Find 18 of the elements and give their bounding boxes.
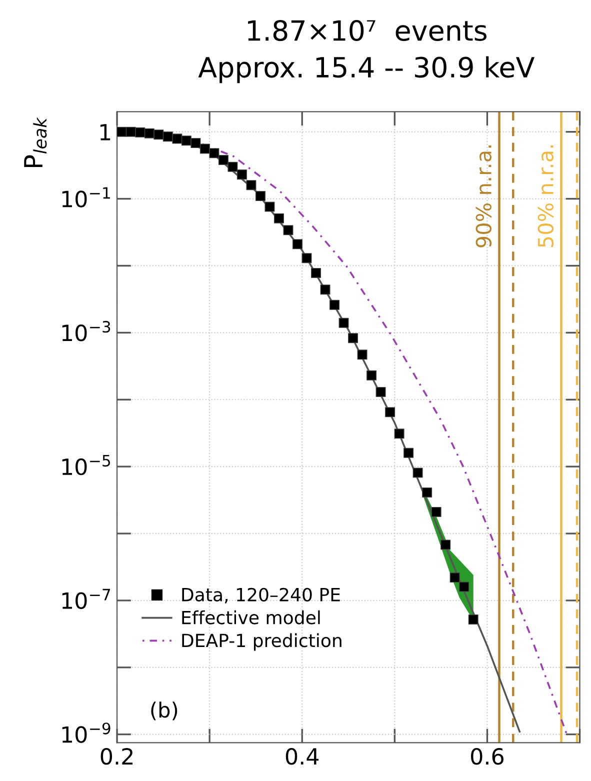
ref-line-label: 90% n.r.a. [476,145,492,248]
y-axis-title: P$_{leak}$ [24,117,47,168]
y-tick-label: 10$^{−1}$ [62,187,110,208]
chart-title: 1.87×10⁷ events [248,20,486,42]
y-tick-label: 10$^{−9}$ [62,722,110,743]
x-tick-label: 0.4 [286,748,319,765]
legend-label: Effective model [182,610,320,624]
y-tick-label: 1 [100,124,110,140]
x-tick-label: 0.6 [471,748,504,765]
annotation: (b) [151,702,178,720]
legend-label: Data, 120–240 PE [182,588,340,604]
ref-line-label: 50% n.r.a. [538,145,554,248]
legend-label: DEAP-1 prediction [182,633,342,651]
y-tick-label: 10$^{−5}$ [62,455,110,476]
y-tick-label: 10$^{−3}$ [62,320,110,342]
y-tick-label: 10$^{−7}$ [62,588,110,610]
chart-subtitle: Approx. 15.4 -- 30.9 keV [198,56,535,84]
x-tick-label: 0.2 [100,748,132,765]
